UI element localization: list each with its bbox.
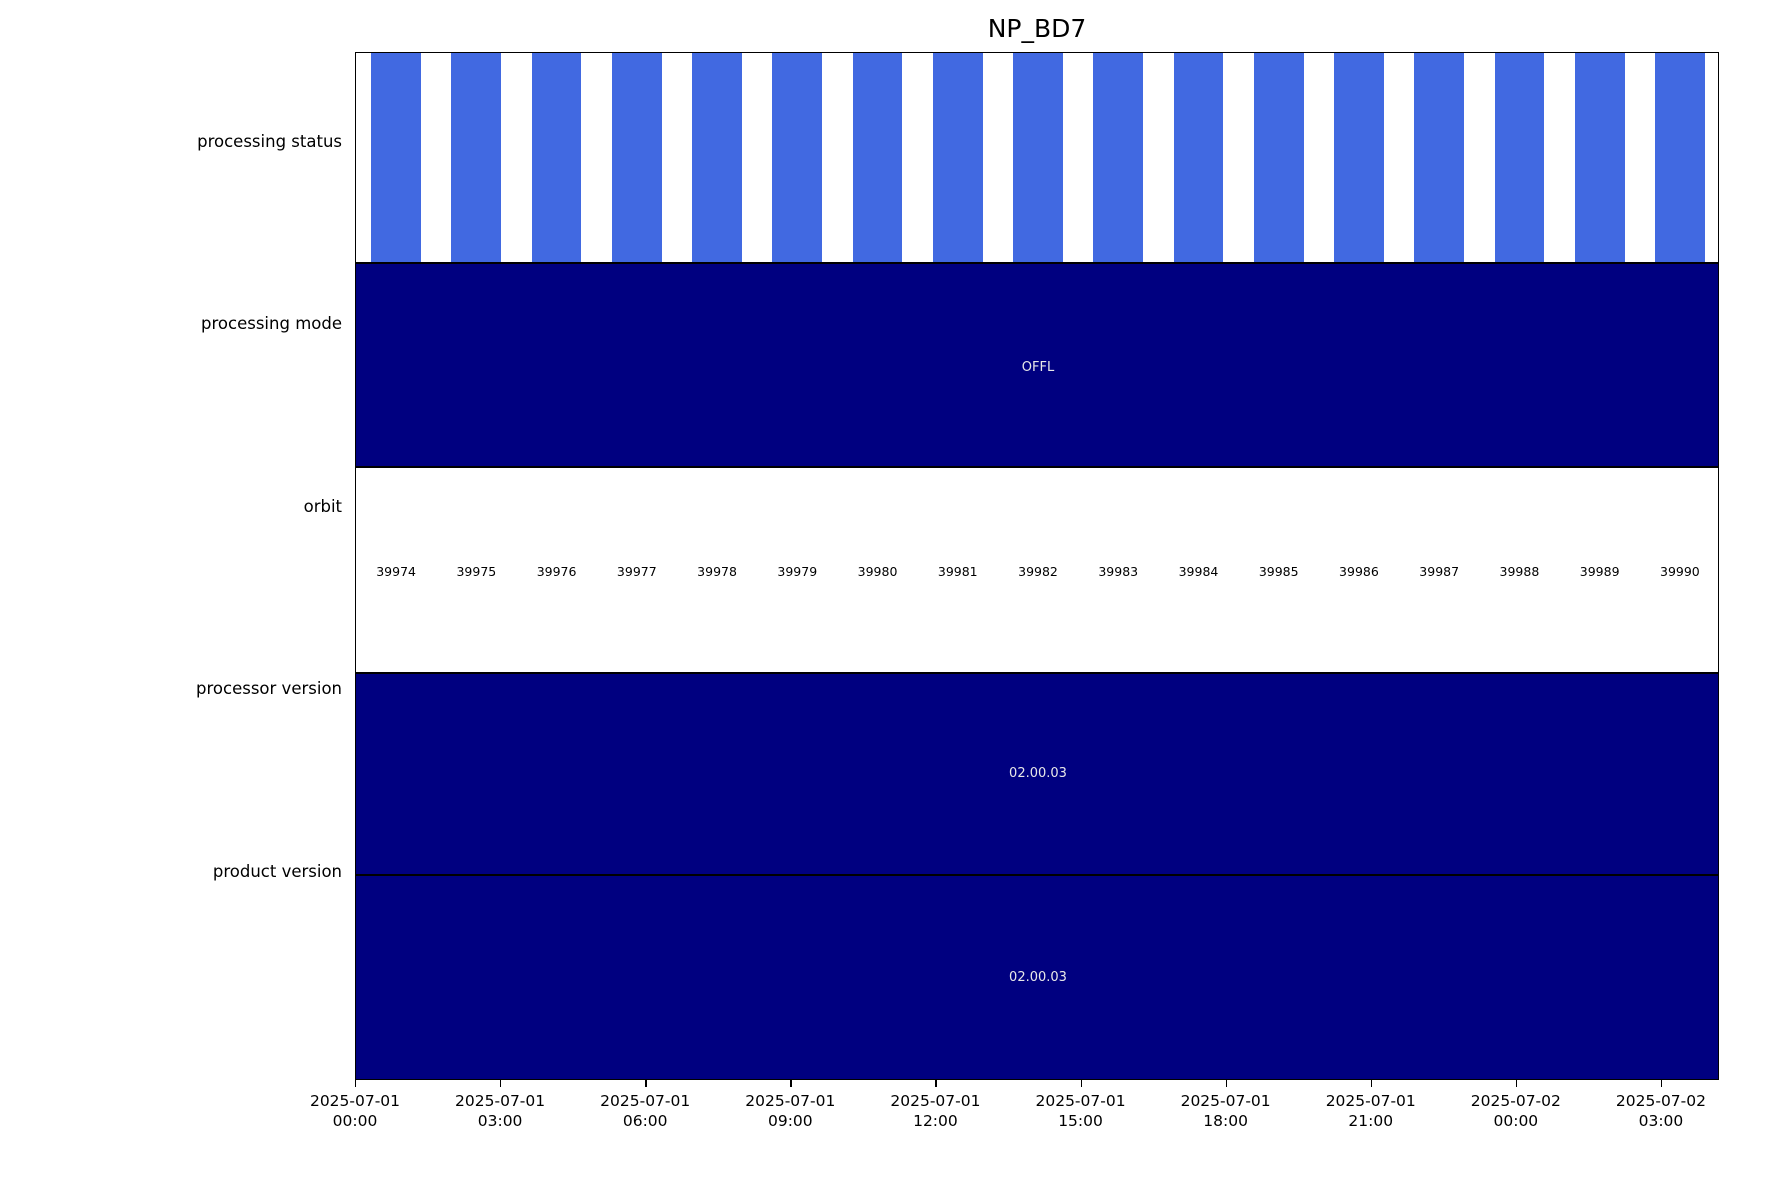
processing-status-bar xyxy=(611,53,662,262)
x-tick-date: 2025-07-01 xyxy=(309,1092,401,1110)
x-axis-tick-label: 2025-07-02 03:00 xyxy=(1616,1091,1706,1131)
processing-status-bar xyxy=(1173,53,1224,262)
track-processing-mode: OFFL xyxy=(355,263,1719,467)
orbit-number: 39987 xyxy=(1419,564,1460,579)
x-tick-date: 2025-07-02 xyxy=(1615,1092,1706,1110)
x-tick-time: 09:00 xyxy=(767,1112,813,1130)
processor-version-value: 02.00.03 xyxy=(1009,766,1067,781)
orbit-number: 39981 xyxy=(937,564,978,579)
x-axis-tick-label: 2025-07-01 00:00 xyxy=(310,1091,400,1131)
orbit-number: 39982 xyxy=(1018,564,1058,579)
processing-status-bar xyxy=(1574,53,1625,262)
track-processor-version: 02.00.03 xyxy=(355,673,1719,875)
x-tick-time: 18:00 xyxy=(1203,1112,1248,1130)
processing-status-bar xyxy=(1414,53,1465,262)
x-axis-tick-label: 2025-07-01 15:00 xyxy=(1035,1091,1125,1131)
orbit-number: 39985 xyxy=(1258,564,1299,579)
y-axis-label-processor-version: processor version xyxy=(196,679,342,698)
processing-status-bar xyxy=(1013,53,1063,262)
x-axis-tick-label: 2025-07-01 21:00 xyxy=(1326,1091,1416,1131)
x-axis-tick-mark xyxy=(355,1080,357,1087)
x-tick-date: 2025-07-01 xyxy=(1035,1092,1126,1110)
x-tick-time: 00:00 xyxy=(1493,1112,1539,1130)
x-tick-time: 21:00 xyxy=(1348,1112,1394,1130)
plot-area: OFFL 39974 39975 39976 39977 39978 39979 39980… xyxy=(355,52,1719,1080)
track-product-version: 02.00.03 xyxy=(355,875,1719,1080)
orbit-number: 39988 xyxy=(1499,564,1540,579)
processing-status-bar xyxy=(1253,53,1304,262)
x-tick-time: 03:00 xyxy=(477,1112,523,1130)
track-processing-status xyxy=(355,52,1719,263)
orbit-number: 39980 xyxy=(857,564,898,579)
orbit-number: 39976 xyxy=(536,564,577,579)
x-axis-tick-mark xyxy=(500,1080,502,1087)
x-tick-time: 03:00 xyxy=(1638,1112,1684,1130)
processing-status-bar xyxy=(1655,53,1705,262)
y-axis-label-processing-status: processing status xyxy=(197,132,342,151)
processing-status-bar xyxy=(932,53,983,262)
x-tick-time: 06:00 xyxy=(622,1112,668,1130)
processing-status-bar xyxy=(1494,53,1545,262)
x-tick-date: 2025-07-01 xyxy=(890,1092,981,1110)
x-tick-time: 15:00 xyxy=(1058,1112,1103,1130)
x-axis-tick-label: 2025-07-01 03:00 xyxy=(455,1091,545,1131)
orbit-number: 39974 xyxy=(376,564,416,579)
processing-status-bar xyxy=(1334,53,1384,262)
orbit-number: 39979 xyxy=(777,564,818,579)
x-axis-tick-label: 2025-07-02 00:00 xyxy=(1471,1091,1561,1131)
x-tick-date: 2025-07-02 xyxy=(1470,1092,1561,1110)
processing-status-bar xyxy=(531,53,582,262)
orbit-number: 39984 xyxy=(1178,564,1219,579)
processing-status-bar xyxy=(371,53,421,262)
x-axis-tick-label: 2025-07-01 06:00 xyxy=(600,1091,690,1131)
orbit-number: 39989 xyxy=(1579,564,1620,579)
x-axis-tick-mark xyxy=(1515,1080,1518,1087)
y-axis-label-product-version: product version xyxy=(212,862,342,881)
x-tick-date: 2025-07-01 xyxy=(745,1092,836,1110)
x-axis-tick-mark xyxy=(935,1080,937,1087)
x-tick-time: 00:00 xyxy=(332,1112,378,1130)
x-axis-tick-mark xyxy=(1080,1080,1082,1087)
x-axis-tick-mark xyxy=(1370,1080,1373,1087)
x-tick-date: 2025-07-01 xyxy=(455,1092,546,1110)
orbit-number: 39978 xyxy=(697,564,737,579)
x-axis-tick-mark xyxy=(645,1080,647,1087)
orbit-number: 39983 xyxy=(1098,564,1139,579)
processing-mode-value: OFFL xyxy=(1021,360,1055,375)
processing-status-bar xyxy=(852,53,903,262)
x-axis-tick-label: 2025-07-01 09:00 xyxy=(745,1091,835,1131)
y-axis-label-processing-mode: processing mode xyxy=(201,314,342,333)
x-tick-date: 2025-07-01 xyxy=(600,1092,691,1110)
x-axis-tick-mark xyxy=(1660,1080,1663,1087)
processing-status-bar xyxy=(772,53,823,262)
x-axis-tick-label: 2025-07-01 18:00 xyxy=(1181,1091,1271,1131)
orbit-number: 39977 xyxy=(616,564,657,579)
x-tick-date: 2025-07-01 xyxy=(1325,1092,1416,1110)
page-title: NP_BD7 xyxy=(987,14,1087,43)
processing-status-bar xyxy=(451,53,502,262)
x-tick-time: 12:00 xyxy=(913,1112,958,1130)
track-orbit: 39974 39975 39976 39977 39978 39979 39980 39981… xyxy=(355,467,1719,673)
processing-status-bar xyxy=(692,53,742,262)
processing-status-bar xyxy=(1093,53,1144,262)
orbit-number: 39990 xyxy=(1659,564,1700,579)
x-tick-date: 2025-07-01 xyxy=(1180,1092,1271,1110)
x-axis-tick-mark xyxy=(790,1080,792,1087)
product-version-value: 02.00.03 xyxy=(1009,970,1067,985)
orbit-number: 39986 xyxy=(1339,564,1379,579)
x-axis-tick-label: 2025-07-01 12:00 xyxy=(890,1091,980,1131)
x-axis-tick-mark xyxy=(1225,1080,1228,1087)
orbit-number: 39975 xyxy=(456,564,497,579)
y-axis-label-orbit: orbit xyxy=(303,497,342,516)
